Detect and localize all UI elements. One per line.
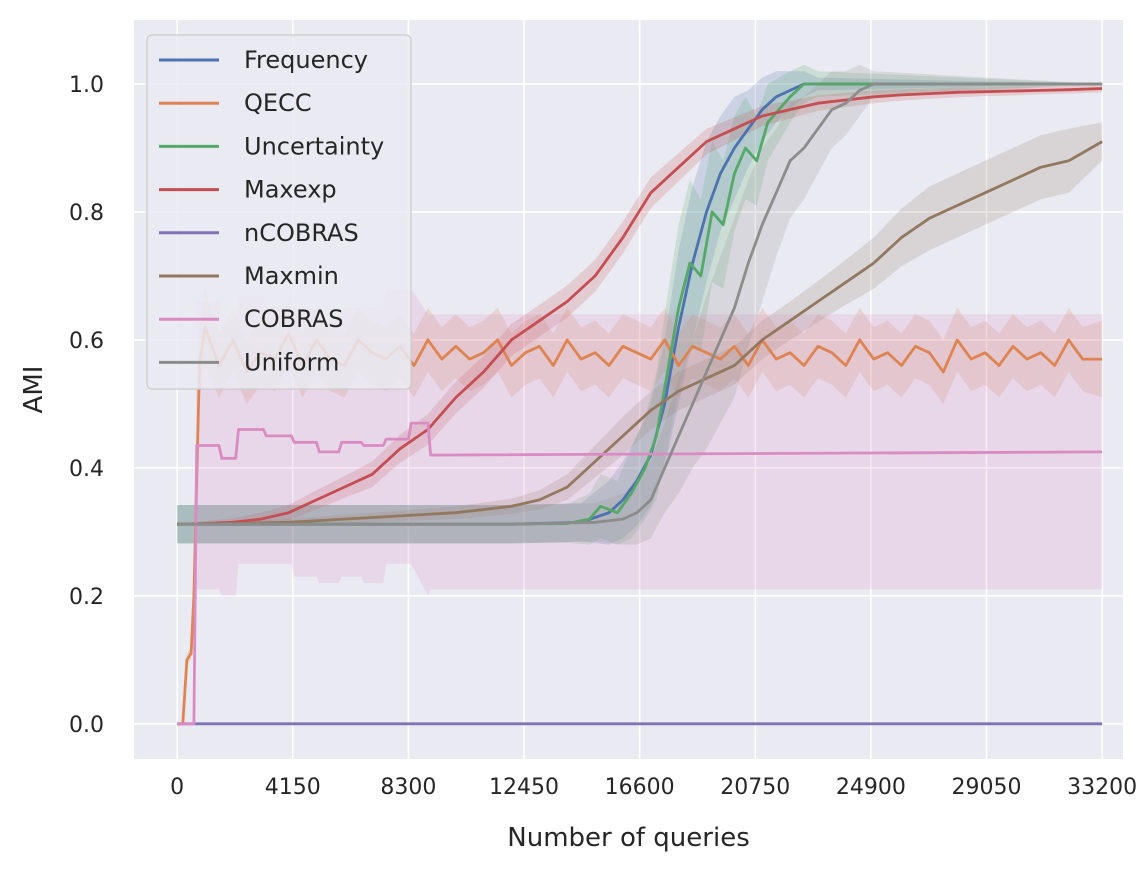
legend-entry: Maxexp xyxy=(244,176,337,204)
legend-entry: nCOBRAS xyxy=(244,219,359,247)
x-tick-label: 12450 xyxy=(489,775,559,800)
y-tick-label: 1.0 xyxy=(69,73,104,98)
y-axis-label: AMI xyxy=(19,366,49,414)
x-tick-label: 33200 xyxy=(1067,775,1137,800)
y-tick-label: 0.8 xyxy=(69,201,104,226)
band-uncertainty xyxy=(177,64,1103,545)
band-frequency xyxy=(177,71,1103,545)
legend: Frequency QECC Uncertainty Maxexp nCOBRAS Max… xyxy=(146,34,412,390)
legend-entry: Uniform xyxy=(244,348,339,376)
x-axis-label: Number of queries xyxy=(507,823,749,853)
legend-entry: Uncertainty xyxy=(244,132,384,160)
x-tick-label: 29050 xyxy=(951,775,1021,800)
legend-entry: Maxmin xyxy=(244,262,339,290)
series-line-uniform xyxy=(177,82,1103,526)
series-line-cobras xyxy=(177,421,1103,726)
band-maxmin xyxy=(177,122,1103,526)
legend-entry: QECC xyxy=(244,89,312,117)
x-tick-label: 20750 xyxy=(720,775,790,800)
band-cobras xyxy=(177,288,1103,724)
legend-entry: Frequency xyxy=(244,46,368,74)
y-tick-label: 0.6 xyxy=(69,329,104,354)
y-tick-label: 0.2 xyxy=(69,585,104,610)
x-tick-label: 8300 xyxy=(380,775,436,800)
tick-labels: 0 4150 8300 12450 16600 20750 24900 29050 33200 0… xyxy=(69,73,1137,800)
series-lines xyxy=(177,82,1103,726)
x-tick-label: 24900 xyxy=(836,775,906,800)
y-tick-label: 0.4 xyxy=(69,457,104,482)
series-line-maxexp xyxy=(177,87,1103,526)
legend-entry: COBRAS xyxy=(244,305,343,333)
x-tick-label: 4150 xyxy=(265,775,321,800)
x-tick-label: 16600 xyxy=(605,775,675,800)
series-line-maxmin xyxy=(177,140,1103,526)
legend-frame xyxy=(146,34,412,390)
x-tick-label: 0 xyxy=(170,775,184,800)
y-tick-label: 0.0 xyxy=(69,713,104,738)
